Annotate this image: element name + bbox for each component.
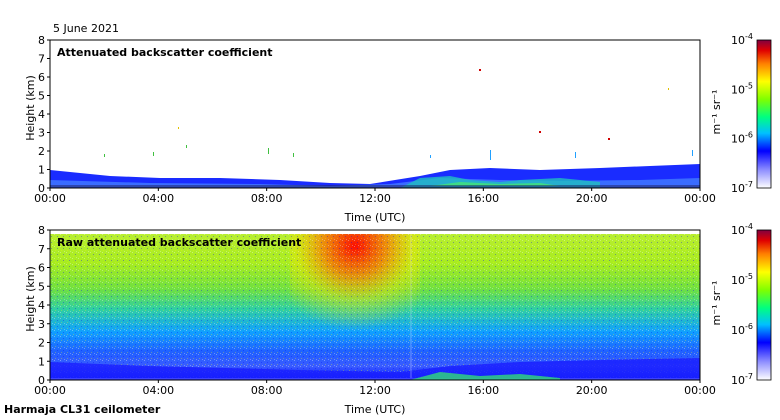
x-tick-label: 08:00 [251, 192, 283, 205]
bottom-heatmap [50, 230, 700, 380]
x-tick-label: 00:00 [34, 192, 66, 205]
colorbar-tick-label: 10-6 [731, 322, 753, 337]
x-tick-label: 20:00 [576, 192, 608, 205]
top-panel: Attenuated backscatter coefficient 0 1 2 3 4… [24, 34, 716, 224]
bottom-colorbar-unit: m⁻¹ sr⁻¹ [710, 281, 723, 326]
bottom-colorbar: 10-4 10-5 10-6 10-7 m⁻¹ sr⁻¹ [710, 222, 772, 387]
y-tick-label: 5 [38, 280, 45, 293]
y-tick-label: 1 [38, 355, 45, 368]
bottom-y-label: Height (km) [24, 266, 37, 332]
station-label: Harmaja CL31 ceilometer [4, 403, 161, 416]
top-x-label: Time (UTC) [344, 211, 406, 224]
top-heatmap [50, 69, 700, 188]
y-tick-label: 7 [38, 53, 45, 66]
x-tick-label: 00:00 [684, 192, 716, 205]
y-tick-label: 8 [38, 224, 45, 237]
top-y-axis: 0 1 2 3 4 5 6 7 8 [38, 34, 50, 195]
x-tick-label: 04:00 [142, 192, 174, 205]
bottom-title: Raw attenuated backscatter coefficient [57, 236, 301, 249]
bottom-y-axis: 0 1 2 3 4 5 6 7 8 [38, 224, 50, 387]
y-tick-label: 2 [38, 337, 45, 350]
y-tick-label: 2 [38, 145, 45, 158]
y-tick-label: 6 [38, 262, 45, 275]
x-tick-label: 16:00 [467, 384, 499, 397]
y-tick-label: 5 [38, 90, 45, 103]
colorbar-tick-label: 10-4 [731, 32, 753, 47]
y-tick-label: 3 [38, 318, 45, 331]
y-tick-label: 6 [38, 71, 45, 84]
top-title: Attenuated backscatter coefficient [57, 46, 273, 59]
x-tick-label: 12:00 [359, 384, 391, 397]
colorbar-tick-label: 10-5 [731, 81, 753, 96]
top-colorbar: 10-4 10-5 10-6 10-7 m⁻¹ sr⁻¹ [710, 32, 772, 195]
bottom-panel: Raw attenuated backscatter coefficient 0… [24, 224, 716, 416]
y-tick-label: 7 [38, 243, 45, 256]
bottom-x-axis: 00:00 04:00 08:00 12:00 16:00 20:00 00:00 [34, 380, 716, 397]
x-tick-label: 04:00 [142, 384, 174, 397]
colorbar-tick-label: 10-7 [731, 372, 753, 387]
colorbar-tick-label: 10-6 [731, 131, 753, 146]
date-label: 5 June 2021 [53, 22, 119, 35]
x-tick-label: 20:00 [576, 384, 608, 397]
x-tick-label: 00:00 [684, 384, 716, 397]
y-tick-label: 3 [38, 127, 45, 140]
x-tick-label: 12:00 [359, 192, 391, 205]
x-tick-label: 08:00 [251, 384, 283, 397]
top-colorbar-unit: m⁻¹ sr⁻¹ [710, 90, 723, 135]
y-tick-label: 8 [38, 34, 45, 47]
colorbar-tick-label: 10-5 [731, 272, 753, 287]
y-tick-label: 0 [38, 182, 45, 195]
y-tick-label: 4 [38, 299, 45, 312]
bottom-x-label: Time (UTC) [344, 403, 406, 416]
colorbar-tick-label: 10-4 [731, 222, 753, 237]
top-plot-area [50, 40, 700, 188]
colorbar-tick-label: 10-7 [731, 180, 753, 195]
y-tick-label: 4 [38, 108, 45, 121]
x-tick-label: 00:00 [34, 384, 66, 397]
top-x-axis: 00:00 04:00 08:00 12:00 16:00 20:00 00:00 [34, 188, 716, 205]
y-tick-label: 0 [38, 374, 45, 387]
top-y-label: Height (km) [24, 75, 37, 141]
x-tick-label: 16:00 [467, 192, 499, 205]
y-tick-label: 1 [38, 164, 45, 177]
